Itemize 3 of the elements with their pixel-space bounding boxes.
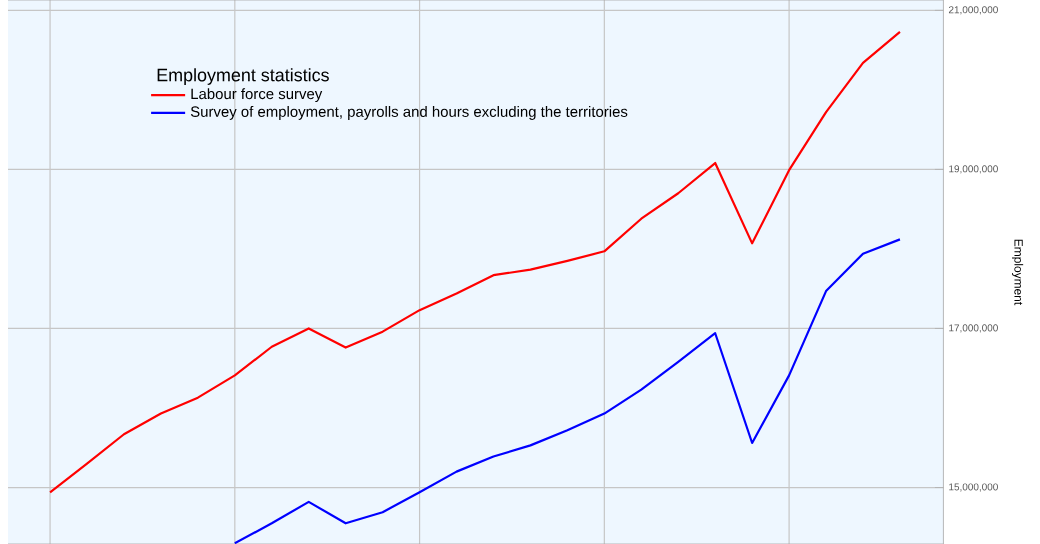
legend-title: Employment statistics xyxy=(157,68,329,85)
line-series xyxy=(48,30,902,494)
line-series xyxy=(233,238,902,544)
